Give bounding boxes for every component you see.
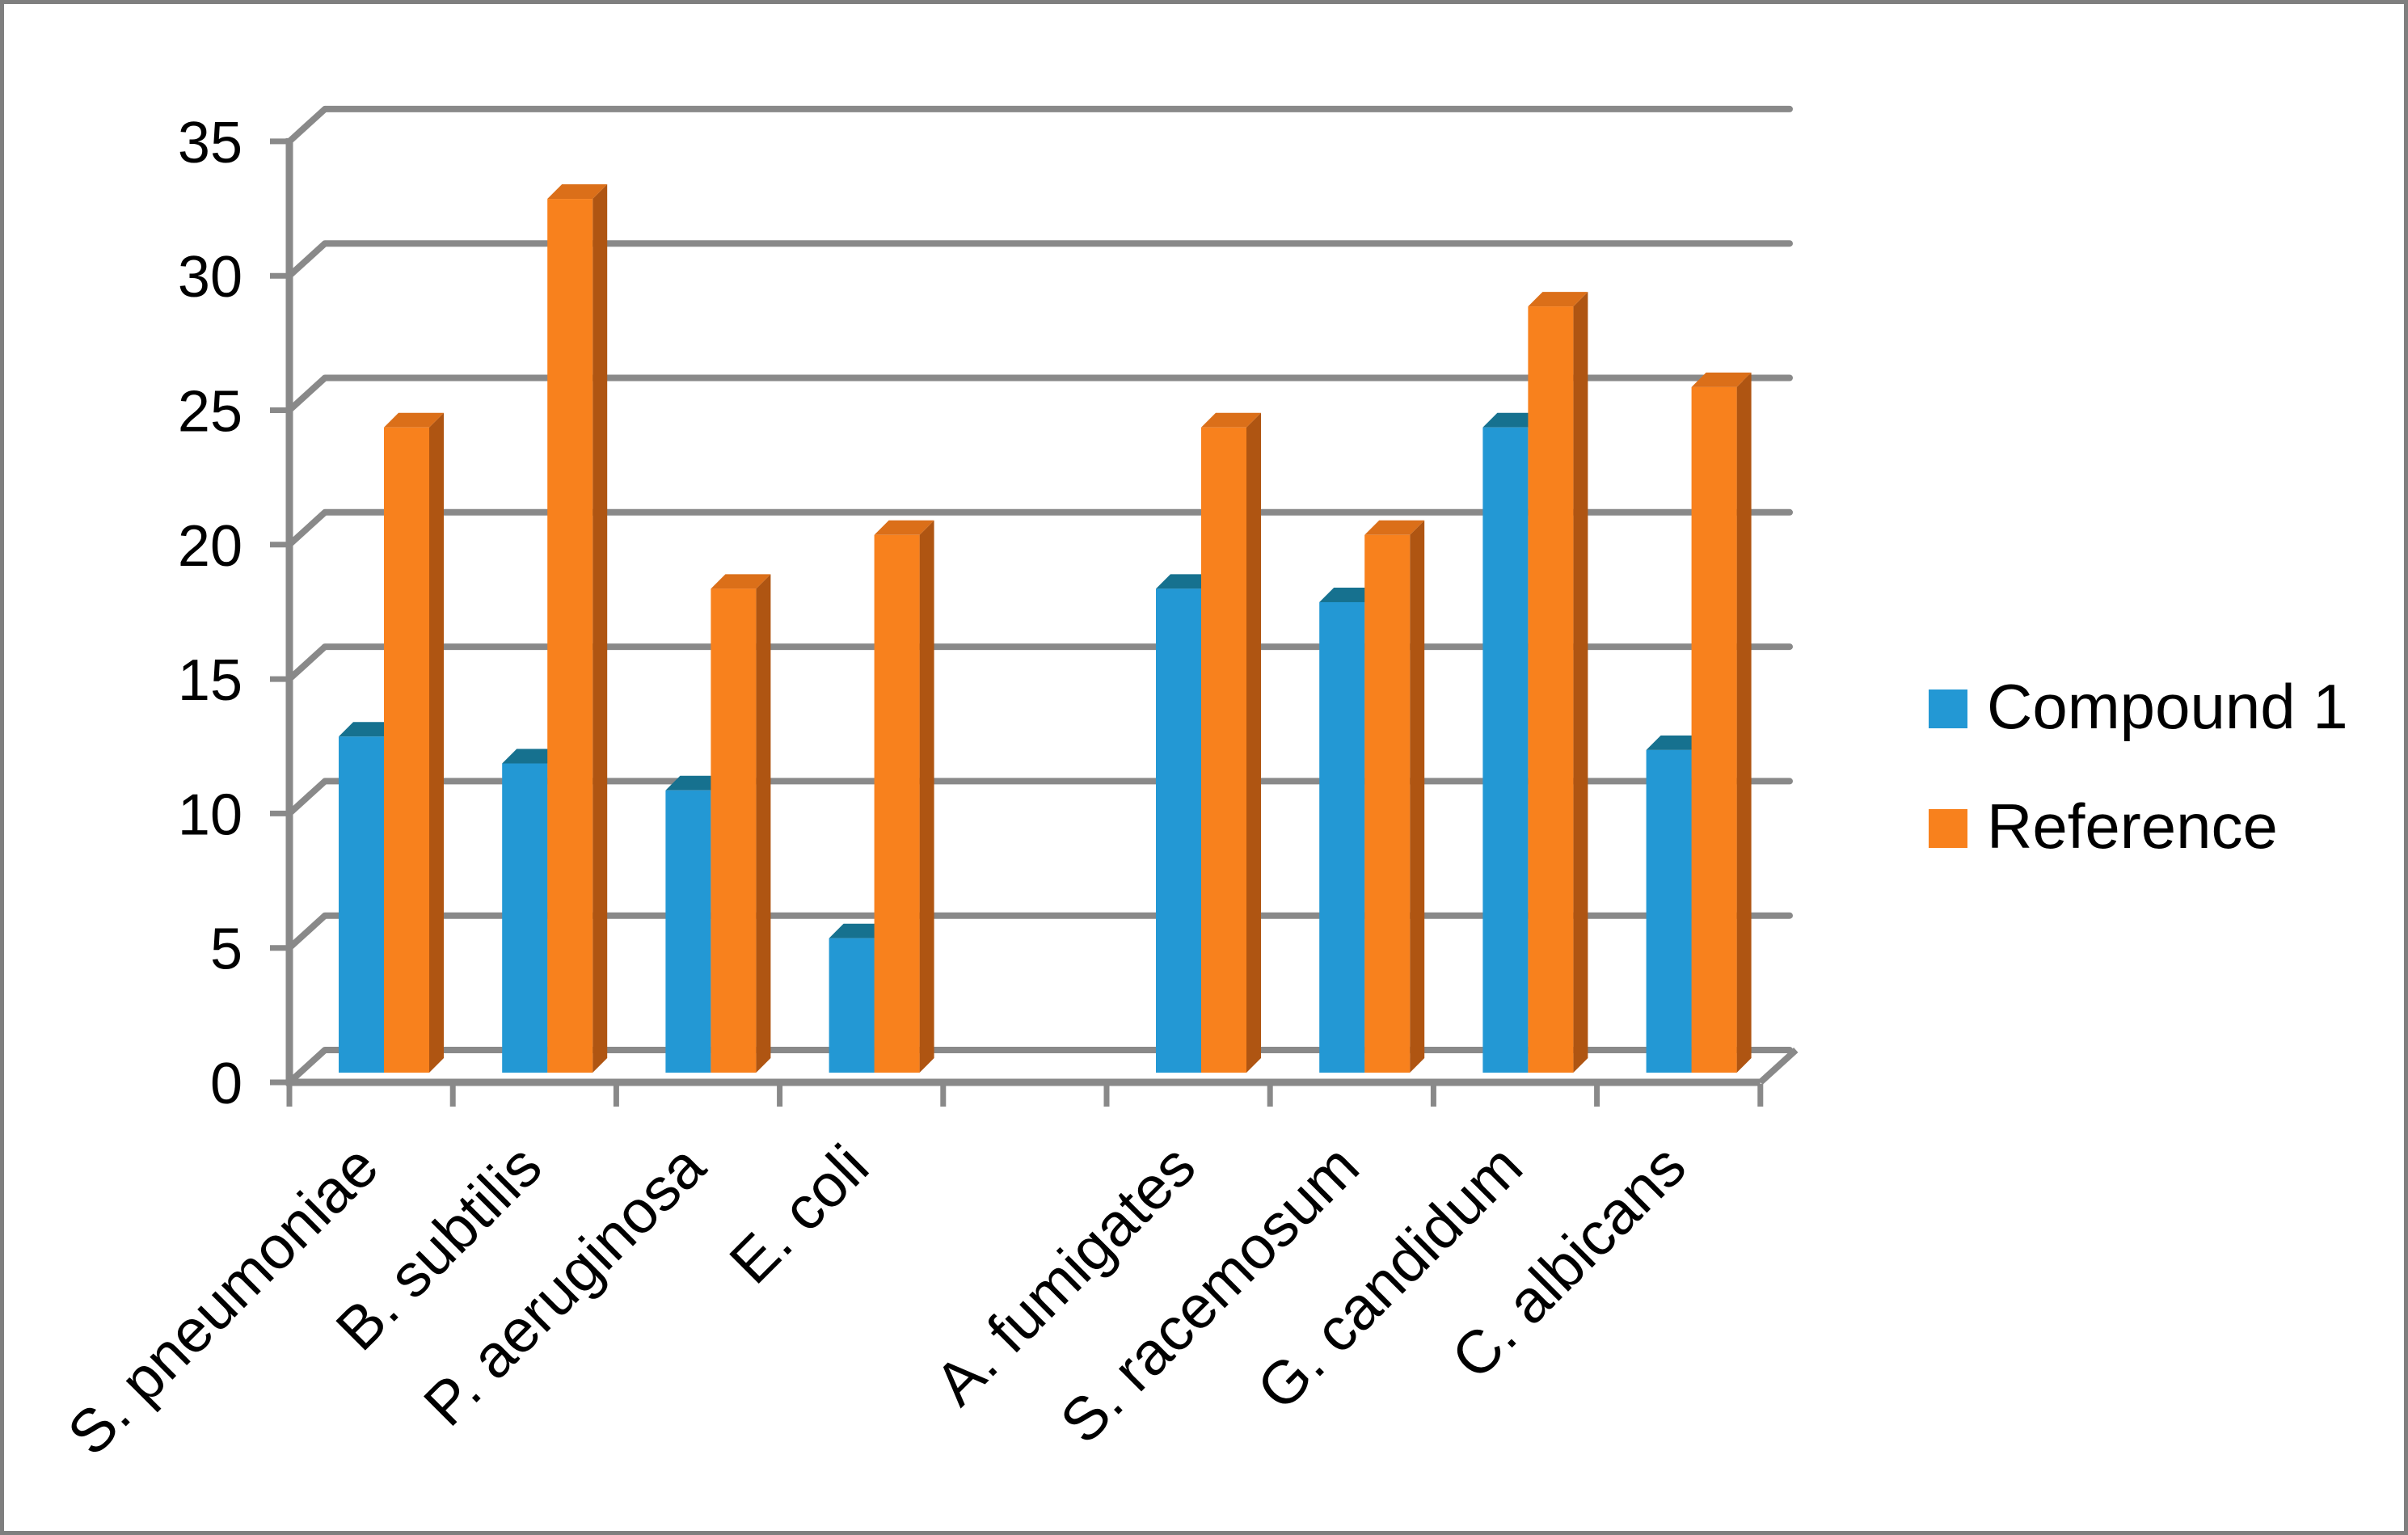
reference-bar-b-subtilis bbox=[547, 184, 608, 1073]
depth-connector-25 bbox=[287, 375, 327, 413]
bar-top-face bbox=[339, 722, 399, 737]
bar-side-face bbox=[593, 184, 608, 1073]
bar-front-face bbox=[665, 790, 711, 1073]
depth-connector-15 bbox=[287, 644, 327, 682]
depth-connector-35 bbox=[287, 106, 327, 144]
bar-front-face bbox=[1156, 588, 1201, 1073]
reference-bar-p-aeruginosa bbox=[711, 574, 771, 1073]
bar-front-face bbox=[711, 588, 757, 1073]
bars bbox=[339, 184, 1752, 1073]
bar-top-face bbox=[1364, 520, 1425, 535]
bar-front-face bbox=[384, 427, 429, 1073]
legend-label-compound-1: Compound 1 bbox=[1987, 671, 2348, 742]
y-tick-label-30: 30 bbox=[178, 245, 242, 310]
bar-top-face bbox=[1156, 574, 1216, 589]
bar-front-face bbox=[1646, 749, 1692, 1073]
bar-top-face bbox=[1528, 292, 1588, 307]
bar-side-face bbox=[919, 520, 934, 1073]
bar-front-face bbox=[339, 736, 384, 1073]
bar-front-face bbox=[1201, 427, 1246, 1073]
bar-top-face bbox=[665, 775, 726, 791]
y-tick-label-20: 20 bbox=[178, 514, 242, 579]
bar-top-face bbox=[502, 749, 563, 764]
y-tick-label-35: 35 bbox=[178, 111, 242, 175]
bar-front-face bbox=[1482, 427, 1529, 1073]
bar-front-face bbox=[829, 938, 875, 1073]
bar-top-face bbox=[829, 923, 889, 938]
bar-front-face bbox=[547, 199, 593, 1073]
bar-front-face bbox=[1691, 386, 1737, 1073]
legend-swatch-reference bbox=[1929, 809, 1967, 848]
bar-top-face bbox=[547, 184, 608, 200]
bar-front-face bbox=[502, 763, 548, 1073]
bar-top-face bbox=[874, 520, 934, 535]
bar-top-face bbox=[1646, 735, 1706, 750]
bar-side-face bbox=[1573, 292, 1588, 1073]
depth-connector-5 bbox=[287, 913, 327, 951]
bar-top-face bbox=[711, 574, 771, 589]
floor-right-edge bbox=[1758, 1048, 1799, 1085]
bar-top-face bbox=[1319, 587, 1380, 602]
y-tick-label-10: 10 bbox=[178, 782, 242, 847]
legend-label-reference: Reference bbox=[1987, 791, 2278, 862]
bar-top-face bbox=[1482, 412, 1543, 428]
bar-front-face bbox=[1319, 601, 1365, 1073]
legend-item-reference: Reference bbox=[1929, 791, 2278, 862]
bar-side-face bbox=[429, 412, 444, 1073]
legend-swatch-compound-1 bbox=[1929, 689, 1967, 728]
depth-connector-0 bbox=[287, 1048, 327, 1085]
reference-bar-a-fumigates bbox=[1201, 412, 1261, 1073]
reference-bar-s-pneumoniae bbox=[384, 412, 444, 1073]
depth-connector-30 bbox=[287, 241, 327, 279]
bar-top-face bbox=[1691, 372, 1752, 387]
reference-bar-s-racemosum bbox=[1364, 520, 1425, 1073]
y-tick-label-25: 25 bbox=[178, 380, 242, 445]
reference-bar-c-albicans bbox=[1691, 372, 1752, 1073]
bar-side-face bbox=[1410, 520, 1425, 1073]
reference-bar-g-candidum bbox=[1528, 292, 1588, 1073]
bar-front-face bbox=[874, 534, 920, 1073]
bar-side-face bbox=[1246, 412, 1261, 1073]
legend-item-compound-1: Compound 1 bbox=[1929, 671, 2348, 742]
depth-connector-20 bbox=[287, 509, 327, 547]
depth-connector-10 bbox=[287, 778, 327, 816]
y-tick-label-0: 0 bbox=[210, 1052, 242, 1116]
bar-top-face bbox=[1201, 412, 1261, 428]
bar-side-face bbox=[756, 574, 771, 1073]
y-tick-label-15: 15 bbox=[178, 648, 242, 713]
y-tick-label-5: 5 bbox=[210, 917, 242, 982]
reference-bar-e-coli bbox=[874, 520, 934, 1073]
bar-side-face bbox=[1736, 372, 1752, 1073]
bar-front-face bbox=[1364, 534, 1411, 1073]
legend: Compound 1 Reference bbox=[1929, 671, 2348, 862]
bar-top-face bbox=[384, 412, 444, 428]
bar-front-face bbox=[1528, 306, 1574, 1073]
